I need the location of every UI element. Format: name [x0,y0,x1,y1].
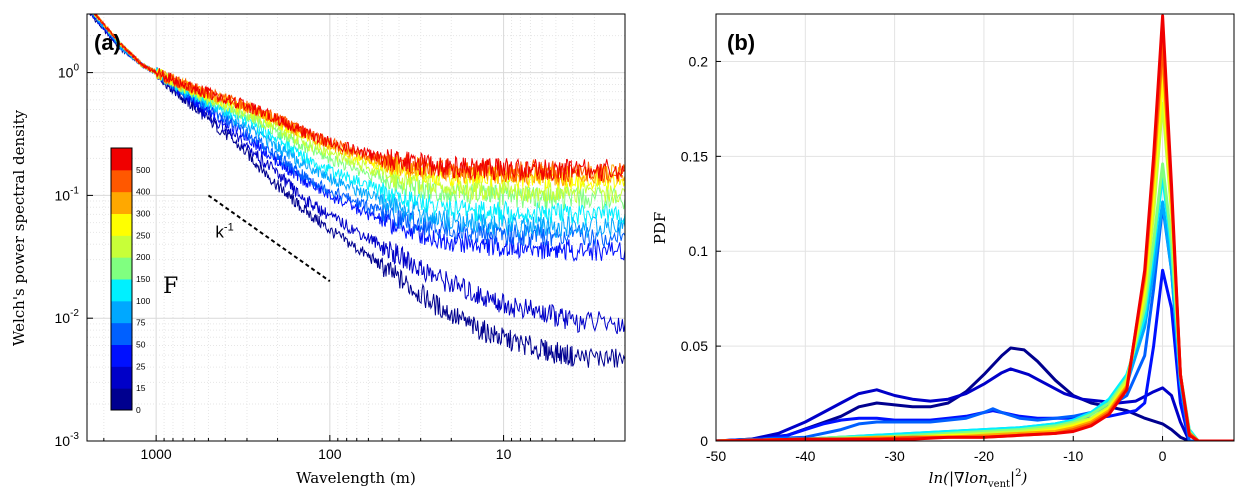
colorbar-swatch [111,366,132,389]
colorbar-tick-label: 500 [136,165,150,175]
x-tick-label: 0 [1159,448,1167,464]
colorbar-swatch [111,388,132,411]
y-tick-label: 0 [700,433,708,449]
panel-a-slope-label: k-1 [215,221,233,241]
panel-a-chart: k-1 1000 100 10 100 10-1 10-2 10-3 (a) 0 15 25 50… [10,13,626,487]
colorbar-swatch [111,169,132,193]
panel-a-series-line [94,14,625,183]
colorbar-tick-label: 100 [136,296,150,306]
panel-b-ticks: -50 -40 -30 -20 -10 0 0 0.05 0.1 0.15 0.2 [681,53,1167,464]
colorbar-swatch [111,322,132,345]
colorbar-tick-label: 0 [136,405,141,415]
colorbar-swatch [111,148,132,171]
panel-b-series-line [716,162,1234,441]
panel-a-x-axis-label: Wavelength (m) [296,469,416,487]
colorbar-swatch [111,344,132,367]
x-tick-label: -40 [795,448,815,464]
colorbar-swatch [111,235,132,258]
colorbar-tick-label: 25 [136,361,146,371]
panel-b-series-line [716,14,1234,441]
colorbar-tick-label: 150 [136,274,150,284]
y-tick-label: 0.05 [681,338,708,354]
colorbar-swatch [111,279,132,302]
y-tick-label: 10-2 [55,308,80,326]
colorbar-tick-label: 300 [136,209,150,219]
y-tick-label: 10-3 [55,431,80,449]
x-tick-label: -20 [974,448,994,464]
x-tick-label: -50 [706,448,726,464]
colorbar-swatch [111,300,132,324]
colorbar-swatch [111,257,132,280]
y-tick-label: 0.2 [689,53,709,69]
colorbar-frame [110,147,133,411]
panel-a-slope-line [207,194,331,283]
x-tick-label: -30 [885,448,905,464]
panel-a-y-axis-label: Welch's power spectral density [10,109,28,346]
x-tick-label: 1000 [141,446,172,462]
panel-a-series [89,14,625,368]
panel-b-chart: -50 -40 -30 -20 -10 0 0 0.05 0.1 0.15 0.2 (b) ln(|… [651,13,1235,489]
y-tick-label: 0.1 [689,243,709,259]
y-tick-label: 10-1 [55,185,80,203]
x-tick-label: -10 [1063,448,1083,464]
colorbar-swatch [111,213,132,236]
panel-b-x-axis-label: ln(|∇lonvent|2) [929,468,1028,489]
panel-b-y-axis-label: PDF [651,212,669,245]
colorbar-tick-label: 75 [136,318,146,328]
colorbar-tick-label: 200 [136,252,150,262]
panel-b-series-line [716,346,1234,441]
x-tick-label: 10 [496,446,512,462]
panel-a-colorbar-label: F [163,274,178,299]
y-tick-label: 0.15 [681,148,708,164]
x-tick-label: 100 [318,446,342,462]
panel-a-colorbar: 0 15 25 50 75 100 150 200 250 300 400 500 [110,147,150,415]
panel-b-series [716,14,1234,441]
panel-a-axes-frame [86,13,626,442]
panel-b-series-line [716,367,1234,441]
panel-b-label: (b) [727,30,755,55]
colorbar-swatch [111,191,132,214]
panel-a-label: (a) [94,30,121,55]
colorbar-tick-label: 50 [136,340,146,350]
y-tick-label: 100 [58,63,80,81]
colorbar-tick-label: 400 [136,187,150,197]
panel-a-series-line [94,14,625,191]
panel-b-axes-frame [715,13,1235,442]
colorbar-tick-label: 250 [136,230,150,240]
panel-a-series-line [93,14,625,182]
colorbar-tick-label: 15 [136,383,146,393]
